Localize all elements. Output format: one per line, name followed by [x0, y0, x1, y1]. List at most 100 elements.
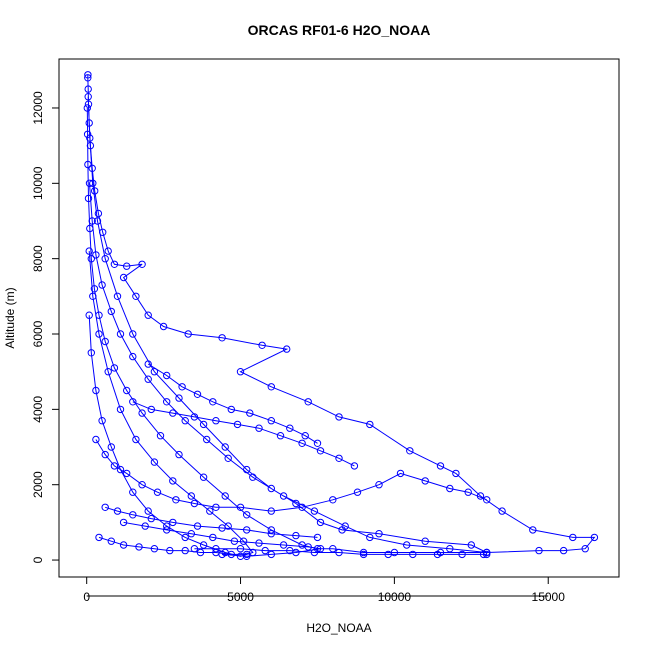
- data-point: [255, 539, 263, 547]
- data-point: [89, 179, 97, 188]
- data-point: [218, 524, 226, 532]
- data-point: [84, 85, 92, 93]
- data-point: [479, 550, 488, 559]
- data-point: [123, 386, 131, 395]
- data-point: [236, 368, 245, 376]
- data-point: [181, 546, 189, 555]
- data-point: [144, 375, 152, 383]
- data-point: [84, 71, 92, 79]
- data-point: [159, 322, 168, 331]
- data-point: [104, 368, 112, 376]
- data-point: [116, 405, 125, 414]
- x-tick-label: 5000: [227, 590, 254, 604]
- series-1: [83, 71, 599, 557]
- data-point: [116, 465, 125, 474]
- data-point: [138, 481, 146, 489]
- data-point: [129, 352, 137, 361]
- data-point: [135, 543, 143, 551]
- data-point: [153, 488, 162, 496]
- data-point: [313, 533, 322, 542]
- data-point: [101, 450, 109, 459]
- data-point: [203, 435, 211, 444]
- y-axis: 0 2000 4000 6000 8000 10000 12000: [31, 91, 59, 563]
- data-point: [559, 546, 568, 555]
- data-point: [375, 481, 383, 489]
- data-point: [92, 251, 100, 259]
- data-point: [123, 469, 131, 478]
- data-point: [187, 492, 196, 500]
- data-point: [436, 462, 445, 470]
- data-point: [181, 417, 189, 425]
- data-point: [218, 334, 226, 342]
- data-point: [119, 273, 128, 282]
- data-point: [212, 545, 220, 553]
- series-8: [101, 503, 322, 542]
- data-point: [199, 420, 208, 429]
- data-point: [110, 462, 119, 470]
- series-line: [147, 363, 318, 444]
- data-point: [178, 383, 186, 391]
- data-point: [144, 507, 152, 515]
- series-3: [85, 247, 257, 560]
- series-6: [119, 518, 325, 560]
- x-tick-label: 15000: [532, 590, 566, 604]
- data-point: [98, 281, 106, 289]
- series-line: [123, 521, 321, 557]
- data-point: [163, 522, 171, 530]
- data-point: [292, 548, 300, 557]
- y-tick-label: 6000: [31, 320, 45, 347]
- data-point: [144, 360, 152, 368]
- data-point: [89, 292, 97, 300]
- data-point: [107, 443, 116, 451]
- data-point: [498, 507, 506, 515]
- data-point: [110, 260, 119, 268]
- data-point: [193, 390, 202, 398]
- data-point: [88, 217, 96, 225]
- series-line: [98, 536, 247, 555]
- data-point: [93, 217, 102, 225]
- data-point: [246, 409, 254, 417]
- series-7: [129, 398, 359, 470]
- data-point: [335, 548, 343, 557]
- data-point: [83, 130, 92, 139]
- data-point: [132, 435, 140, 444]
- data-point: [243, 511, 251, 519]
- data-point: [190, 499, 199, 508]
- y-tick-label: 2000: [31, 471, 45, 498]
- data-point: [107, 537, 116, 545]
- data-point: [329, 496, 337, 504]
- data-point: [141, 522, 149, 530]
- data-point: [101, 337, 109, 346]
- data-point: [236, 545, 245, 553]
- data-point: [190, 413, 199, 421]
- data-point: [212, 503, 220, 511]
- data-point: [209, 398, 217, 406]
- data-point: [91, 187, 99, 195]
- data-point: [267, 530, 275, 538]
- data-point: [255, 424, 263, 432]
- data-point: [163, 526, 171, 534]
- data-point: [119, 518, 128, 527]
- data-point: [86, 134, 94, 142]
- data-point: [172, 496, 180, 504]
- data-point: [87, 255, 96, 263]
- data-point: [144, 311, 152, 319]
- data-point: [464, 488, 472, 496]
- data-point: [169, 477, 177, 485]
- data-point: [421, 537, 429, 545]
- data-point: [409, 550, 417, 559]
- data-point: [283, 345, 291, 353]
- data-point: [221, 443, 229, 451]
- data-point: [233, 420, 242, 429]
- data-point: [187, 530, 196, 538]
- data-point: [243, 552, 251, 560]
- y-tick-label: 8000: [31, 245, 45, 272]
- data-point: [286, 424, 294, 432]
- data-point: [276, 432, 285, 440]
- data-point: [166, 546, 174, 555]
- series-5: [92, 435, 491, 515]
- data-point: [267, 550, 275, 559]
- series-10: [144, 360, 322, 447]
- data-point: [181, 533, 189, 542]
